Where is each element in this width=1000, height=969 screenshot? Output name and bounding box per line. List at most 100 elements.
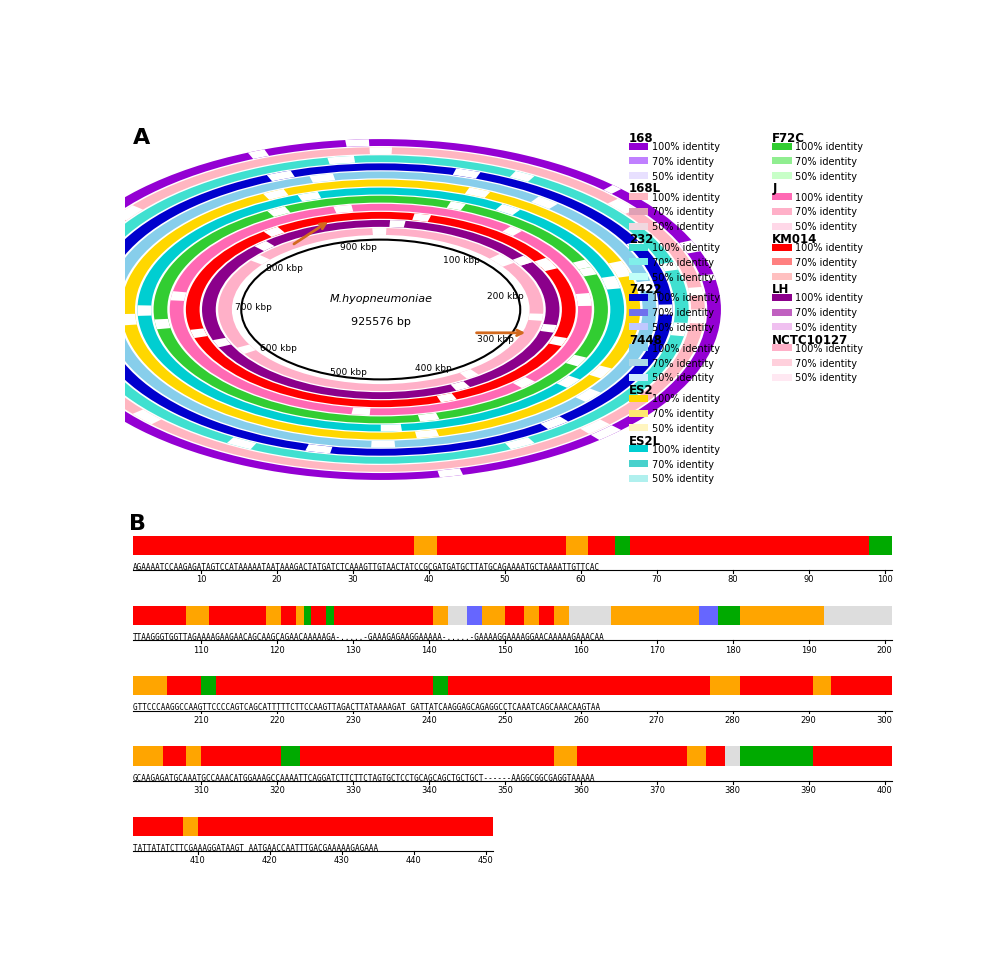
Text: 280: 280	[725, 715, 741, 724]
Text: 70% identity: 70% identity	[795, 359, 857, 368]
Text: 380: 380	[725, 785, 741, 795]
FancyBboxPatch shape	[414, 536, 437, 555]
FancyBboxPatch shape	[334, 607, 433, 626]
FancyBboxPatch shape	[772, 223, 792, 231]
Wedge shape	[575, 390, 601, 402]
Text: 800 kbp: 800 kbp	[266, 264, 303, 272]
FancyBboxPatch shape	[629, 476, 648, 483]
Wedge shape	[41, 296, 56, 304]
FancyBboxPatch shape	[554, 607, 569, 626]
FancyBboxPatch shape	[813, 746, 839, 766]
Text: 300 kbp: 300 kbp	[477, 334, 513, 343]
Text: NCTC10127: NCTC10127	[772, 333, 848, 347]
Text: 440: 440	[406, 856, 422, 864]
Wedge shape	[305, 445, 332, 454]
FancyBboxPatch shape	[629, 259, 648, 266]
FancyBboxPatch shape	[772, 375, 792, 382]
FancyBboxPatch shape	[629, 325, 648, 331]
Wedge shape	[603, 186, 621, 195]
Text: A: A	[133, 128, 150, 148]
Wedge shape	[298, 193, 321, 203]
Wedge shape	[528, 314, 543, 322]
FancyBboxPatch shape	[296, 607, 304, 626]
FancyBboxPatch shape	[831, 676, 892, 696]
FancyBboxPatch shape	[588, 536, 615, 555]
Text: 260: 260	[573, 715, 589, 724]
Text: 7448: 7448	[629, 333, 662, 347]
FancyBboxPatch shape	[839, 746, 892, 766]
FancyBboxPatch shape	[133, 607, 186, 626]
FancyBboxPatch shape	[133, 746, 892, 766]
Wedge shape	[372, 229, 386, 235]
FancyBboxPatch shape	[133, 817, 183, 836]
Text: 240: 240	[421, 715, 437, 724]
FancyBboxPatch shape	[505, 607, 524, 626]
Text: 210: 210	[193, 715, 209, 724]
FancyBboxPatch shape	[772, 158, 792, 165]
FancyBboxPatch shape	[629, 446, 648, 453]
FancyBboxPatch shape	[767, 746, 786, 766]
FancyBboxPatch shape	[539, 607, 554, 626]
FancyBboxPatch shape	[680, 607, 699, 626]
Wedge shape	[389, 221, 406, 229]
FancyBboxPatch shape	[326, 607, 334, 626]
Text: 70% identity: 70% identity	[652, 359, 714, 368]
Wedge shape	[514, 258, 532, 266]
Text: 70% identity: 70% identity	[652, 459, 714, 469]
FancyBboxPatch shape	[772, 345, 792, 352]
Wedge shape	[513, 378, 535, 389]
Text: 500 kbp: 500 kbp	[330, 367, 367, 377]
FancyBboxPatch shape	[133, 746, 163, 766]
Text: 20: 20	[272, 575, 282, 583]
Text: 100% identity: 100% identity	[652, 445, 720, 454]
Wedge shape	[566, 356, 587, 367]
Text: GTTCCCAAGGCCAAGTTCCCCAGTCAGCATTTTTCTTCCAAGTTAGACTTATAAAAGAT GATTATCAAGGAGCAGAGGC: GTTCCCAAGGCCAAGTTCCCCAGTCAGCATTTTTCTTCCA…	[133, 703, 600, 712]
FancyBboxPatch shape	[772, 309, 792, 317]
Wedge shape	[557, 376, 580, 389]
Wedge shape	[549, 336, 567, 347]
FancyBboxPatch shape	[133, 536, 892, 555]
Text: 900 kbp: 900 kbp	[340, 242, 377, 252]
FancyBboxPatch shape	[482, 607, 505, 626]
FancyBboxPatch shape	[772, 274, 792, 281]
Text: 70% identity: 70% identity	[652, 258, 714, 267]
Wedge shape	[609, 262, 628, 272]
FancyBboxPatch shape	[740, 746, 767, 766]
Text: 420: 420	[262, 856, 278, 864]
FancyBboxPatch shape	[448, 676, 710, 696]
Wedge shape	[154, 320, 171, 329]
Text: 340: 340	[421, 785, 437, 795]
FancyBboxPatch shape	[209, 607, 266, 626]
Text: 100% identity: 100% identity	[652, 141, 720, 152]
Wedge shape	[154, 197, 608, 423]
Text: 50: 50	[500, 575, 510, 583]
FancyBboxPatch shape	[630, 536, 869, 555]
Text: 70% identity: 70% identity	[652, 157, 714, 167]
Wedge shape	[121, 180, 640, 440]
Text: 50% identity: 50% identity	[795, 272, 857, 282]
Text: 50% identity: 50% identity	[652, 272, 714, 282]
Text: B: B	[129, 514, 146, 533]
Wedge shape	[577, 299, 592, 307]
Wedge shape	[369, 148, 392, 155]
FancyBboxPatch shape	[167, 676, 201, 696]
FancyBboxPatch shape	[198, 817, 493, 836]
FancyBboxPatch shape	[772, 359, 792, 367]
FancyBboxPatch shape	[133, 676, 167, 696]
FancyBboxPatch shape	[311, 607, 326, 626]
Wedge shape	[333, 205, 353, 214]
Text: 50% identity: 50% identity	[652, 172, 714, 181]
FancyBboxPatch shape	[304, 607, 311, 626]
Wedge shape	[218, 229, 543, 391]
Text: M.hyopneumoniae: M.hyopneumoniae	[329, 294, 432, 303]
FancyBboxPatch shape	[794, 676, 813, 696]
Wedge shape	[115, 206, 143, 221]
Wedge shape	[371, 441, 395, 448]
Wedge shape	[688, 288, 704, 297]
FancyBboxPatch shape	[629, 208, 648, 215]
FancyBboxPatch shape	[710, 676, 725, 696]
Wedge shape	[450, 382, 470, 391]
Text: 600 kbp: 600 kbp	[260, 344, 297, 353]
Text: 50% identity: 50% identity	[652, 373, 714, 383]
Wedge shape	[670, 323, 687, 337]
